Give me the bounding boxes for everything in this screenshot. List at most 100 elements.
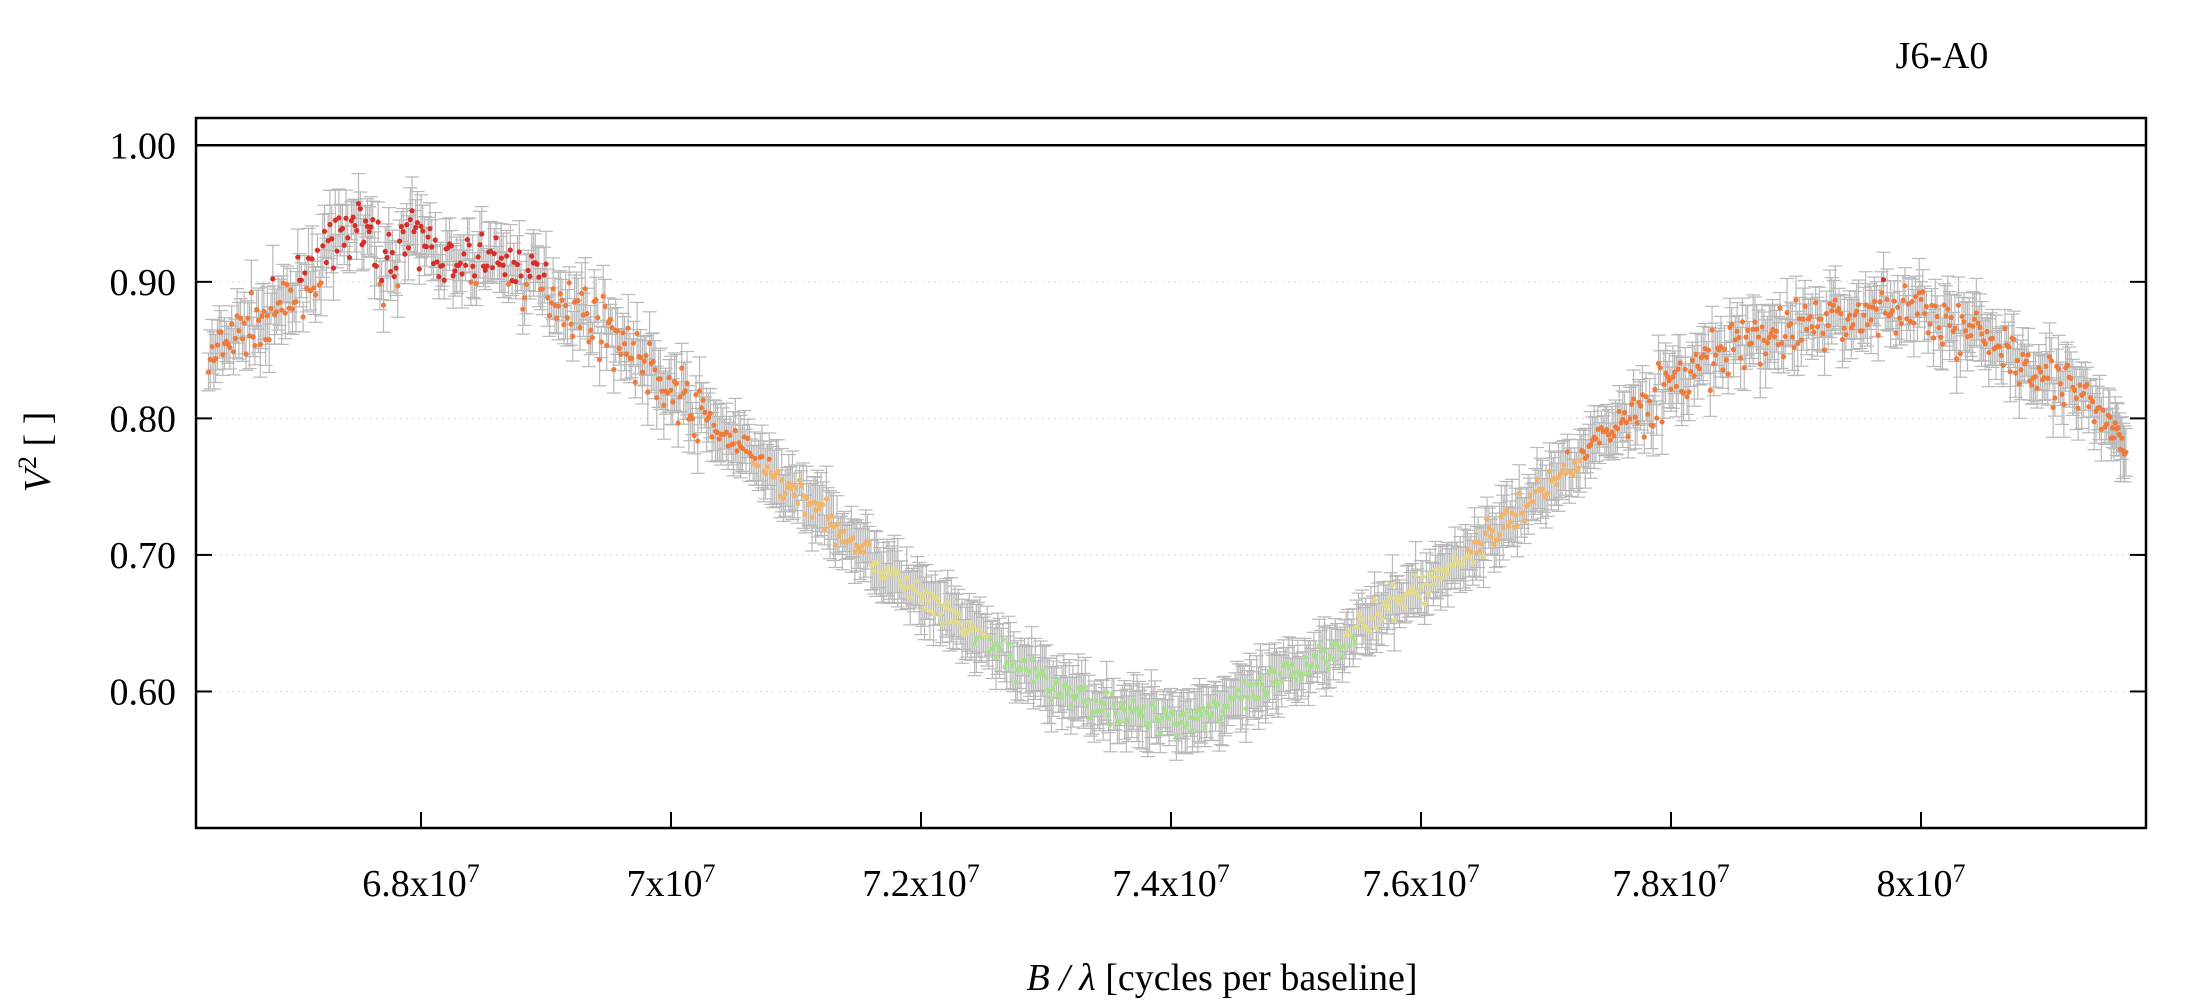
data-point <box>1068 703 1074 709</box>
data-point <box>1814 324 1821 330</box>
data-point <box>2057 381 2063 387</box>
data-point <box>1443 567 1449 573</box>
data-point <box>795 500 801 506</box>
data-point <box>1666 377 1672 384</box>
data-point <box>1932 303 1938 309</box>
data-point <box>1721 346 1728 353</box>
x-axis-title: B / λ [cycles per baseline] <box>1026 957 1417 999</box>
data-point <box>1855 302 1862 308</box>
data-point <box>2073 395 2079 401</box>
data-point <box>357 206 363 212</box>
data-point <box>1723 357 1729 363</box>
data-point <box>466 242 472 248</box>
data-point <box>1645 411 1651 417</box>
data-point <box>1377 611 1383 617</box>
data-point <box>923 589 929 595</box>
data-point <box>2119 435 2125 441</box>
data-point <box>1684 394 1690 400</box>
data-point <box>752 455 758 462</box>
data-point <box>341 242 347 248</box>
data-point <box>1545 490 1551 497</box>
data-point <box>1093 697 1099 704</box>
data-point <box>559 297 565 303</box>
data-point <box>1313 654 1319 660</box>
data-point <box>596 357 603 363</box>
data-point <box>343 215 349 221</box>
data-point <box>1146 720 1153 726</box>
data-point <box>1130 698 1137 704</box>
data-point <box>2043 363 2049 370</box>
data-point <box>1107 721 1113 728</box>
data-point <box>1777 305 1783 311</box>
data-point <box>782 490 788 496</box>
ticks <box>196 144 2146 828</box>
data-point <box>882 575 888 581</box>
data-point <box>1500 524 1506 531</box>
data-point <box>402 251 408 257</box>
data-point <box>1445 572 1451 578</box>
data-point <box>679 365 685 371</box>
data-point <box>1961 319 1967 325</box>
data-point <box>1389 582 1396 588</box>
data-point <box>1918 296 1924 303</box>
data-point <box>477 242 483 248</box>
data-point <box>1486 525 1492 531</box>
data-point <box>1289 661 1296 667</box>
data-point <box>1682 366 1688 372</box>
data-point <box>320 243 326 249</box>
data-point <box>763 471 769 477</box>
data-point <box>868 562 874 568</box>
data-point <box>1414 588 1421 595</box>
data-point <box>266 337 272 343</box>
data-point <box>1113 710 1119 716</box>
data-point <box>468 279 474 285</box>
data-point <box>1321 647 1328 654</box>
data-point <box>1082 684 1088 690</box>
data-point <box>1759 324 1765 330</box>
data-point <box>546 313 553 319</box>
data-point <box>1652 386 1658 392</box>
data-point <box>698 405 704 411</box>
data-point <box>621 341 628 347</box>
data-point <box>968 628 974 634</box>
data-point <box>823 496 829 502</box>
data-point <box>2080 390 2087 397</box>
data-point <box>1507 519 1513 525</box>
tick-labels: 1.00 0.90 0.80 0.70 0.60 6.8x107 7x107 7.2x107 7… <box>110 125 1966 905</box>
data-point <box>1043 674 1049 681</box>
data-point <box>2111 435 2117 441</box>
data-point <box>820 502 826 508</box>
data-point <box>1152 706 1158 712</box>
data-point <box>452 268 458 274</box>
data-point <box>1120 701 1126 707</box>
data-point <box>2052 395 2058 401</box>
data-point <box>288 287 294 293</box>
data-point <box>1138 708 1144 714</box>
data-point <box>391 274 397 280</box>
data-point <box>673 381 679 387</box>
data-point <box>1768 331 1774 337</box>
data-point <box>2020 351 2026 357</box>
data-point <box>2023 358 2029 364</box>
data-point <box>1920 289 1926 295</box>
data-point <box>875 561 881 567</box>
data-point <box>255 317 262 323</box>
data-point <box>1430 581 1437 588</box>
data-point <box>1521 518 1528 524</box>
data-point <box>307 288 313 294</box>
data-point <box>945 600 951 606</box>
data-point <box>1198 711 1204 718</box>
data-point <box>1802 303 1808 310</box>
data-point <box>1504 507 1510 513</box>
data-point <box>955 611 962 617</box>
data-point <box>1713 352 1719 358</box>
data-point <box>1754 326 1760 332</box>
data-point <box>600 293 606 299</box>
data-point <box>493 235 499 241</box>
data-point <box>925 598 931 604</box>
data-point <box>1845 316 1851 322</box>
data-point <box>1763 351 1769 357</box>
data-point <box>866 541 872 547</box>
data-point <box>1491 541 1497 548</box>
data-point <box>1850 321 1856 328</box>
